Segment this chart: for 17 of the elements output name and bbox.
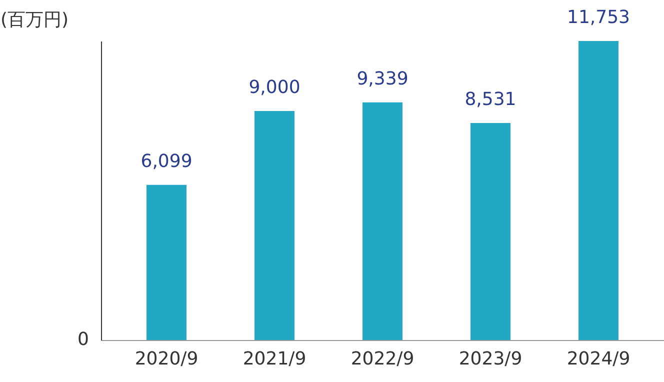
text: 0 — [78, 329, 89, 350]
bar — [254, 111, 294, 340]
data-label: 6,099 — [140, 150, 192, 172]
data-label: 9,000 — [248, 77, 300, 98]
data-label: 9,339 — [356, 68, 408, 90]
data-label: 8,531 — [464, 88, 516, 110]
x-tick-label: 2024/9 — [566, 348, 630, 370]
bar — [146, 184, 186, 340]
x-tick-label: 2021/9 — [242, 348, 306, 370]
bar — [362, 102, 402, 340]
data-label: 11,753 — [567, 7, 630, 28]
bar — [578, 41, 618, 340]
x-tick-label: 2023/9 — [458, 348, 522, 370]
y-axis-title: (百万円) — [0, 10, 69, 30]
bar — [470, 122, 510, 340]
x-tick-label: 2020/9 — [134, 348, 198, 370]
x-tick-label: 2022/9 — [350, 348, 414, 370]
